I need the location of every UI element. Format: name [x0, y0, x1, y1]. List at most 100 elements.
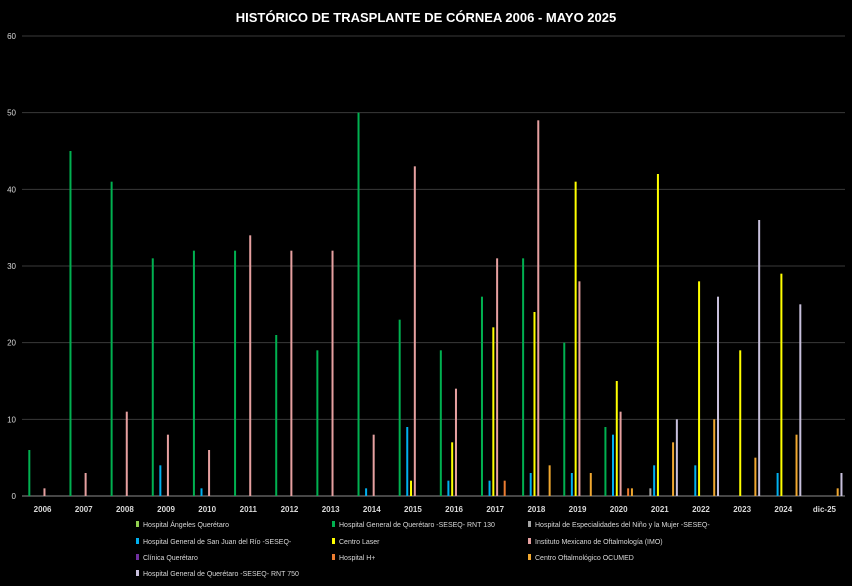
bar [758, 220, 761, 496]
legend-swatch [136, 521, 139, 527]
legend-label: Hospital Ángeles Querétaro [143, 520, 229, 529]
y-tick-label: 20 [7, 339, 16, 348]
bar [84, 473, 87, 496]
legend-item: Hospital General de San Juan del Río -SE… [136, 538, 292, 546]
legend-label: Hospital General de Querétaro -SESEQ- RN… [143, 571, 299, 578]
bar [439, 350, 442, 496]
y-tick-label: 30 [7, 262, 16, 271]
x-tick-label: 2006 [34, 505, 52, 514]
x-tick-label: 2021 [651, 505, 669, 514]
x-tick-label: 2017 [486, 505, 504, 514]
x-tick-label: 2019 [569, 505, 587, 514]
x-tick-label: dic-25 [813, 505, 837, 514]
bar [492, 327, 495, 496]
bar [454, 388, 457, 496]
legend-label: Clínica Querétaro [143, 555, 198, 562]
bar [316, 350, 319, 496]
bar [604, 427, 607, 496]
bar [739, 350, 742, 496]
bar [563, 342, 566, 496]
bar [578, 281, 581, 496]
legend-swatch [528, 521, 531, 527]
bar [713, 419, 716, 496]
bar [365, 488, 368, 496]
legend-swatch [332, 554, 335, 560]
legend-item: Hospital Ángeles Querétaro [136, 520, 229, 529]
y-tick-label: 0 [12, 492, 17, 501]
bar [125, 411, 128, 496]
legend-label: Centro Laser [339, 539, 380, 546]
legend-swatch [528, 538, 531, 544]
legend-item: Centro Laser [332, 538, 380, 546]
bar [615, 381, 618, 496]
bar [795, 434, 798, 496]
bar [398, 319, 401, 496]
y-tick-label: 60 [7, 32, 16, 41]
legend-item: Hospital de Especialidades del Niño y la… [528, 521, 710, 529]
bar [776, 473, 779, 496]
legend-label: Hospital de Especialidades del Niño y la… [535, 522, 710, 529]
bar [840, 473, 843, 496]
x-tick-label: 2015 [404, 505, 422, 514]
y-tick-label: 10 [7, 415, 16, 424]
legend-swatch [136, 538, 139, 544]
bars [28, 112, 843, 497]
bar [619, 411, 622, 496]
legend-item: Instituto Mexicano de Oftalmología (IMO) [528, 538, 663, 546]
bar [672, 442, 675, 496]
bar [548, 465, 551, 496]
bar [570, 473, 573, 496]
bar [357, 112, 360, 497]
chart-title: HISTÓRICO DE TRASPLANTE DE CÓRNEA 2006 -… [236, 10, 616, 25]
bar [503, 480, 506, 496]
bar [780, 273, 783, 496]
legend-item: Hospital General de Querétaro -SESEQ- RN… [136, 570, 299, 578]
bar [43, 488, 46, 496]
x-tick-label: 2020 [610, 505, 628, 514]
bar [290, 250, 293, 496]
x-tick-label: 2022 [692, 505, 710, 514]
legend-item: Centro Oftalmológico OCUMED [528, 554, 634, 562]
bar [410, 480, 413, 496]
bar [717, 296, 720, 496]
bar [406, 427, 409, 496]
bar [836, 488, 839, 496]
legend-label: Instituto Mexicano de Oftalmología (IMO) [535, 539, 663, 546]
x-tick-label: 2024 [774, 505, 792, 514]
bar [574, 181, 577, 497]
x-tick-label: 2009 [157, 505, 175, 514]
bar [649, 488, 652, 496]
x-tick-label: 2014 [363, 505, 381, 514]
bar [627, 488, 630, 496]
bar [159, 465, 162, 496]
legend-item: Hospital General de Querétaro -SESEQ- RN… [332, 521, 495, 529]
x-tick-label: 2007 [75, 505, 93, 514]
bar [166, 434, 169, 496]
x-tick-label: 2023 [733, 505, 751, 514]
y-tick-label: 50 [7, 109, 16, 118]
legend: Hospital Ángeles Querétaro Hospital Gener… [136, 520, 710, 578]
bar [200, 488, 203, 496]
legend-label: Centro Oftalmológico OCUMED [535, 555, 634, 562]
gridlines [22, 35, 845, 497]
bar [447, 480, 450, 496]
bar [275, 335, 278, 496]
bar [331, 250, 334, 496]
bar [630, 488, 633, 496]
legend-swatch [332, 538, 335, 544]
bar [249, 235, 252, 496]
bar [69, 151, 72, 496]
x-tick-label: 2016 [445, 505, 463, 514]
legend-swatch [136, 554, 139, 560]
x-tick-label: 2010 [198, 505, 216, 514]
bar [413, 166, 416, 496]
bar [529, 473, 532, 496]
legend-swatch [332, 521, 335, 527]
bar [675, 419, 678, 496]
bar [234, 250, 237, 496]
x-axis: 2006 2007 2008 2009 2010 2011 2012 2013 2014 2015… [34, 505, 837, 514]
bar [612, 434, 614, 496]
x-tick-label: 2012 [281, 505, 299, 514]
